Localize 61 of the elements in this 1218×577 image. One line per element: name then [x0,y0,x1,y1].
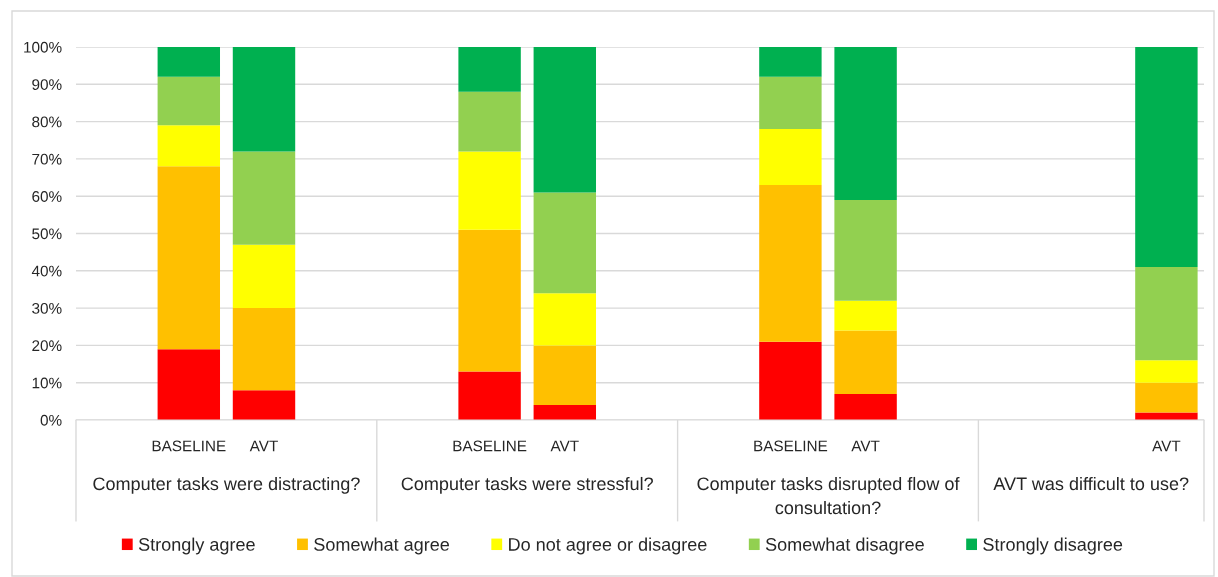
bar [1135,382,1198,413]
y-tick-label: 30% [32,302,62,314]
bar [759,76,822,130]
legend-label: Somewhat disagree [765,537,924,555]
bar [533,405,597,420]
bar [533,192,597,294]
bar [834,199,897,301]
y-tick-label: 60% [32,191,62,202]
y-tick-label: 70% [32,153,62,165]
y-tick-label: 10% [32,377,62,389]
bar [834,300,897,331]
y-tick-label: 80% [32,116,62,128]
y-tick-label: 40% [31,265,62,277]
text: Computer tasks were stressful? [401,476,653,494]
bar [1135,360,1198,383]
bar [759,341,822,420]
bar [157,47,221,77]
text: Computer tasks were distracting? [93,476,360,494]
y-tick-label: 50% [32,228,62,240]
legend-label: Strongly agree [138,537,255,555]
x-tick-label: AVT [550,440,579,452]
bar [759,185,822,342]
bar [834,47,897,200]
x-tick-label: AVT [1152,440,1181,452]
bar [533,345,597,406]
bar [458,229,521,372]
bar [834,330,897,394]
x-tick-label: AVT [851,440,880,452]
legend-label: Somewhat agree [314,537,450,555]
bar [1135,47,1198,268]
bar [1135,267,1198,361]
y-tick-label: 100% [24,41,62,53]
bar [458,91,521,152]
x-tick-label: BASELINE [754,440,828,452]
text: Computer tasks disrupted flow of consultation? [697,476,960,515]
bar [232,151,296,245]
y-tick-label: 0% [40,414,62,426]
bar [533,293,597,346]
bar [157,125,221,167]
text: AVT was difficult to use? [993,476,1189,491]
x-tick-label: AVT [249,440,278,452]
y-tick-label: 20% [32,340,62,352]
bar [157,76,221,126]
bar [759,47,822,77]
y-tick-label: 90% [32,79,62,90]
legend-label: Strongly disagree [983,537,1123,555]
bar [157,166,221,350]
x-tick-label: BASELINE [152,440,226,452]
bar [232,390,296,420]
bar [458,371,521,420]
bar [232,308,296,391]
bar [157,349,221,420]
bar [759,129,822,186]
legend-label: Do not agree or disagree [509,537,707,555]
bar [458,151,521,230]
x-tick-label: BASELINE [453,440,527,452]
bar [533,47,597,193]
bar [232,47,296,152]
bar [458,47,521,92]
bar [232,244,296,309]
bar [834,393,897,420]
